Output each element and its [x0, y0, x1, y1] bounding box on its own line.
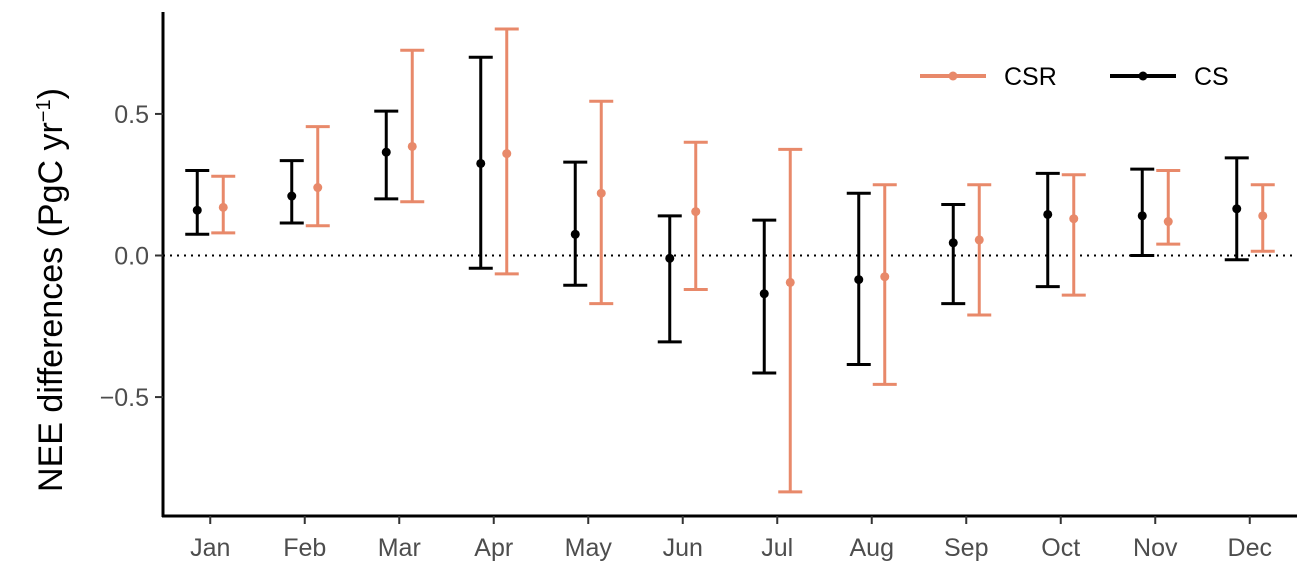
errorbar-csr-feb	[305, 125, 330, 228]
mean-point	[287, 191, 297, 201]
errorbar-csr-jul	[778, 147, 803, 494]
y-tick-label: 0.5	[114, 101, 149, 129]
legend-item-csr: CSR	[920, 63, 1057, 91]
mean-point	[1258, 211, 1268, 221]
legend-label: CS	[1194, 63, 1229, 91]
y-axis-title-main: NEE differences (PgC yr	[32, 122, 70, 492]
mean-point	[407, 141, 417, 151]
errorbar-cs-dec	[1224, 156, 1249, 262]
legend-point	[1138, 71, 1148, 81]
mean-point	[1043, 209, 1053, 219]
errorbar-csr-oct	[1061, 173, 1086, 297]
x-tick-label: Aug	[850, 534, 894, 562]
mean-point	[665, 253, 675, 263]
mean-point	[1232, 204, 1242, 214]
x-tick-label: Dec	[1228, 534, 1272, 562]
axes: 0.5 0.0 −0.5 Jan Feb Mar Apr May Jun Jul Aug Sep Oct…	[100, 12, 1297, 562]
errorbar-csr-mar	[400, 48, 425, 204]
mean-point	[192, 205, 202, 215]
x-tick-label: Mar	[378, 534, 421, 562]
mean-point	[1069, 214, 1079, 224]
mean-point	[218, 202, 228, 212]
errorbar-cs-jan	[185, 169, 210, 236]
y-axis-title: NEE differences (PgC yr−1)	[32, 88, 70, 492]
errorbar-cs-may	[563, 160, 588, 287]
x-tick-label: Jan	[190, 534, 230, 562]
errorbar-csr-sep	[967, 183, 992, 317]
legend: CSR CS	[920, 63, 1229, 91]
x-tick-label: Jun	[663, 534, 703, 562]
mean-point	[596, 188, 606, 198]
mean-point	[1163, 217, 1173, 227]
x-tick-label: Sep	[944, 534, 988, 562]
mean-point	[854, 275, 864, 285]
errorbar-csr-dec	[1250, 183, 1275, 253]
mean-point	[570, 229, 580, 239]
mean-point	[759, 289, 769, 299]
mean-point	[1137, 211, 1147, 221]
errorbar-csr-aug	[872, 183, 897, 386]
mean-point	[948, 238, 958, 248]
errorbar-cs-feb	[279, 159, 304, 225]
x-tick-label: Oct	[1041, 534, 1080, 562]
x-tick-label: Nov	[1133, 534, 1178, 562]
chart-marks	[163, 27, 1297, 494]
mean-point	[691, 207, 701, 217]
errorbar-cs-sep	[941, 203, 966, 306]
mean-point	[880, 272, 890, 282]
mean-point	[974, 235, 984, 245]
y-axis-title-superscript: −1	[33, 99, 55, 122]
errorbar-csr-nov	[1156, 169, 1181, 246]
errorbar-cs-mar	[374, 109, 399, 201]
errorbar-csr-may	[589, 99, 614, 306]
errorbar-cs-jul	[752, 218, 777, 375]
legend-label: CSR	[1004, 63, 1057, 91]
y-tick-label: 0.0	[114, 243, 149, 271]
errorbar-cs-apr	[468, 55, 493, 270]
mean-point	[502, 149, 512, 159]
errorbar-cs-aug	[846, 191, 871, 367]
errorbar-csr-jan	[211, 174, 236, 235]
x-tick-label: Apr	[474, 534, 513, 562]
mean-point	[313, 183, 323, 193]
mean-point	[785, 277, 795, 287]
errorbar-cs-oct	[1035, 171, 1060, 289]
errorbar-csr-jun	[683, 140, 708, 291]
x-tick-label: May	[565, 534, 613, 562]
x-tick-label: Jul	[761, 534, 793, 562]
y-axis-title-close: )	[32, 88, 70, 99]
legend-item-cs: CS	[1110, 63, 1229, 91]
y-tick-label: −0.5	[100, 384, 149, 412]
x-tick-label: Feb	[283, 534, 326, 562]
mean-point	[381, 147, 391, 157]
errorbar-cs-jun	[657, 214, 682, 344]
mean-point	[476, 158, 486, 168]
errorbar-csr-apr	[494, 27, 519, 276]
legend-point	[948, 71, 958, 81]
errorbar-cs-nov	[1130, 167, 1155, 258]
